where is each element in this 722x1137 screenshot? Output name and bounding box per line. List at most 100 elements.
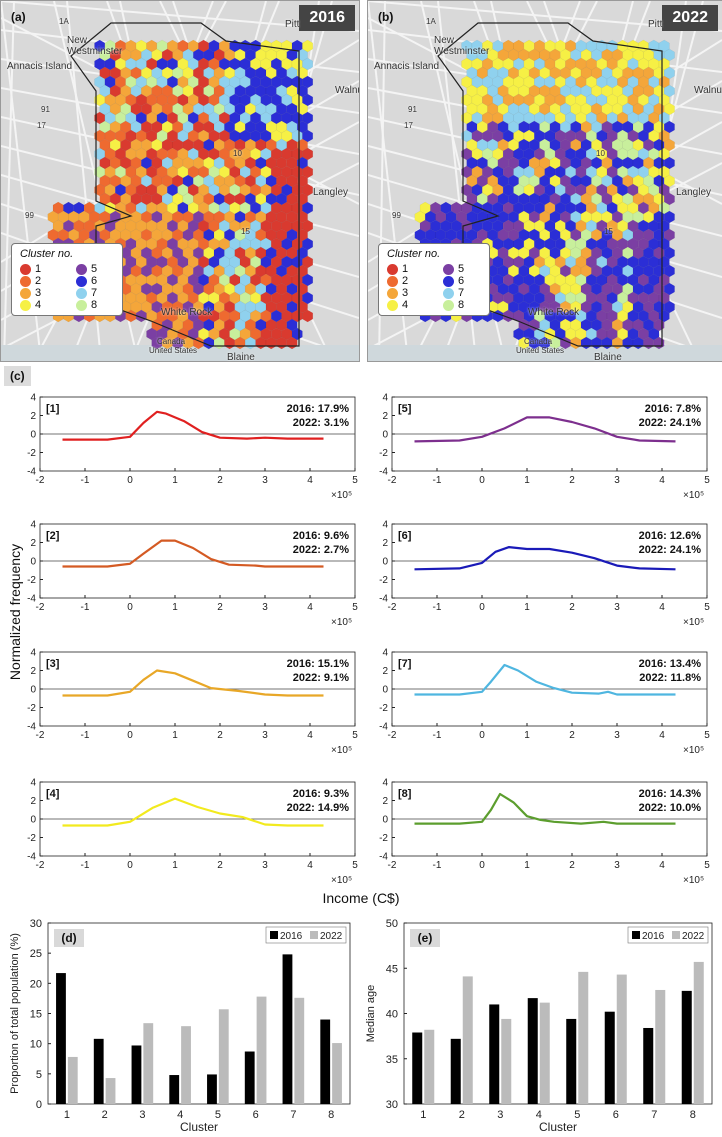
x-exponent-label: ×10⁵ [683,875,704,886]
x-tick-label: 1 [172,730,178,741]
place-label: United States [516,346,565,355]
x-tick-label: 0 [127,860,133,871]
x-tick-label: 6 [613,1109,619,1121]
x-tick-label: 1 [524,475,530,486]
x-exponent-label: ×10⁵ [331,875,352,886]
bar-2016-cluster-8 [320,1019,331,1104]
subplot-id: [1] [46,403,60,415]
share-2016: 2016: 15.1% [287,658,350,670]
y-tick-label: 4 [382,778,388,789]
x-tick-label: 2 [217,860,223,871]
bar-2022-cluster-1 [424,1029,435,1104]
x-tick-label: -2 [388,730,397,741]
x-tick-label: 4 [536,1109,542,1121]
share-2022: 2022: 9.1% [293,672,349,684]
road-label: 10 [233,149,242,158]
panel-tag: (e) [418,931,433,945]
population-proportion-chart: 0 5 10 15 20 25 30 1 2 3 4 5 6 7 8 Cluster Proportion of… [9,918,351,1134]
x-tick-label: -2 [36,475,45,486]
legend-swatch [672,931,680,939]
hex-grid [414,39,675,350]
share-2022: 2022: 2.7% [293,544,349,556]
road-label: 1A [59,17,69,26]
panel-tag-a: (a) [11,10,26,24]
road-label: 17 [37,121,46,130]
x-tick-label: 5 [352,602,358,613]
x-tick-label: -2 [36,602,45,613]
place-label: Annacis Island [374,61,440,72]
x-tick-label: 7 [651,1109,657,1121]
bar-2016-cluster-1 [412,1032,423,1104]
municipal-boundary [70,22,300,347]
x-tick-label: 2 [569,860,575,871]
x-tick-label: 2 [569,730,575,741]
bar-2016-cluster-5 [566,1018,577,1104]
legend-entry-1: 1 [387,263,425,275]
x-tick-label: 0 [479,602,485,613]
place-label: Walnu [694,85,722,96]
x-exponent-label: ×10⁵ [331,745,352,756]
x-tick-label: 8 [328,1109,334,1121]
x-tick-label: 2 [217,475,223,486]
x-tick-label: 2 [217,602,223,613]
legend-swatch [310,931,318,939]
panel-tag-bg [410,929,440,947]
x-tick-label: -1 [433,860,442,871]
panel-tag: (d) [61,931,76,945]
kde-curve [62,669,324,697]
y-tick-label: 0 [382,685,388,696]
bar-2016-cluster-7 [643,1027,654,1104]
legend-entry-5: 5 [76,263,114,275]
x-tick-label: -1 [433,475,442,486]
x-tick-label: 3 [497,1109,503,1121]
share-2016: 2016: 13.4% [639,658,702,670]
legend-label: 2 [35,275,42,287]
kde-curve [62,539,324,568]
y-tick-label: -2 [379,833,388,844]
legend-entry-2: 2 [387,275,425,287]
y-tick-label: 0 [30,557,36,568]
bar-2016-cluster-7 [282,954,293,1104]
bar-2016-cluster-8 [681,990,692,1104]
bar-2022-cluster-5 [218,1009,229,1104]
legend-label: 5 [91,263,98,275]
year-badge-2022: 2022 [662,5,718,31]
subplot-id: [8] [398,788,412,800]
x-tick-label: 5 [352,860,358,871]
kde-curve [414,663,676,696]
kde-curve [414,546,676,571]
x-tick-label: -2 [388,602,397,613]
x-tick-label: 5 [704,860,710,871]
subplot-id: [6] [398,530,412,542]
legend-label: 2022 [320,931,343,942]
x-tick-label: 1 [524,602,530,613]
bar-legend: 2016 2022 [265,926,347,944]
y-tick-label: 40 [386,1009,398,1021]
legend-label: 7 [458,287,465,299]
legend-swatch [76,287,87,299]
y-tick-label: -4 [27,467,36,478]
legend-label: 4 [35,299,42,311]
legend-box [265,926,347,944]
legend-entry-4: 4 [387,299,425,311]
y-tick-label: -4 [379,467,388,478]
y-tick-label: 10 [30,1039,42,1051]
legend-swatch [387,287,398,299]
bar-2022-cluster-5 [578,971,589,1104]
y-tick-label: 2 [382,411,388,422]
x-tick-label: 4 [307,602,313,613]
x-tick-label: 5 [704,730,710,741]
x-tick-label: 3 [614,475,620,486]
legend-swatch [443,287,454,299]
x-tick-label: -2 [388,475,397,486]
x-tick-label: 4 [307,860,313,871]
legend-label: 2 [402,275,409,287]
bar-2016-cluster-3 [489,1004,500,1104]
y-tick-label: -2 [379,448,388,459]
y-tick-label: 2 [382,666,388,677]
subplot-id: [5] [398,403,412,415]
